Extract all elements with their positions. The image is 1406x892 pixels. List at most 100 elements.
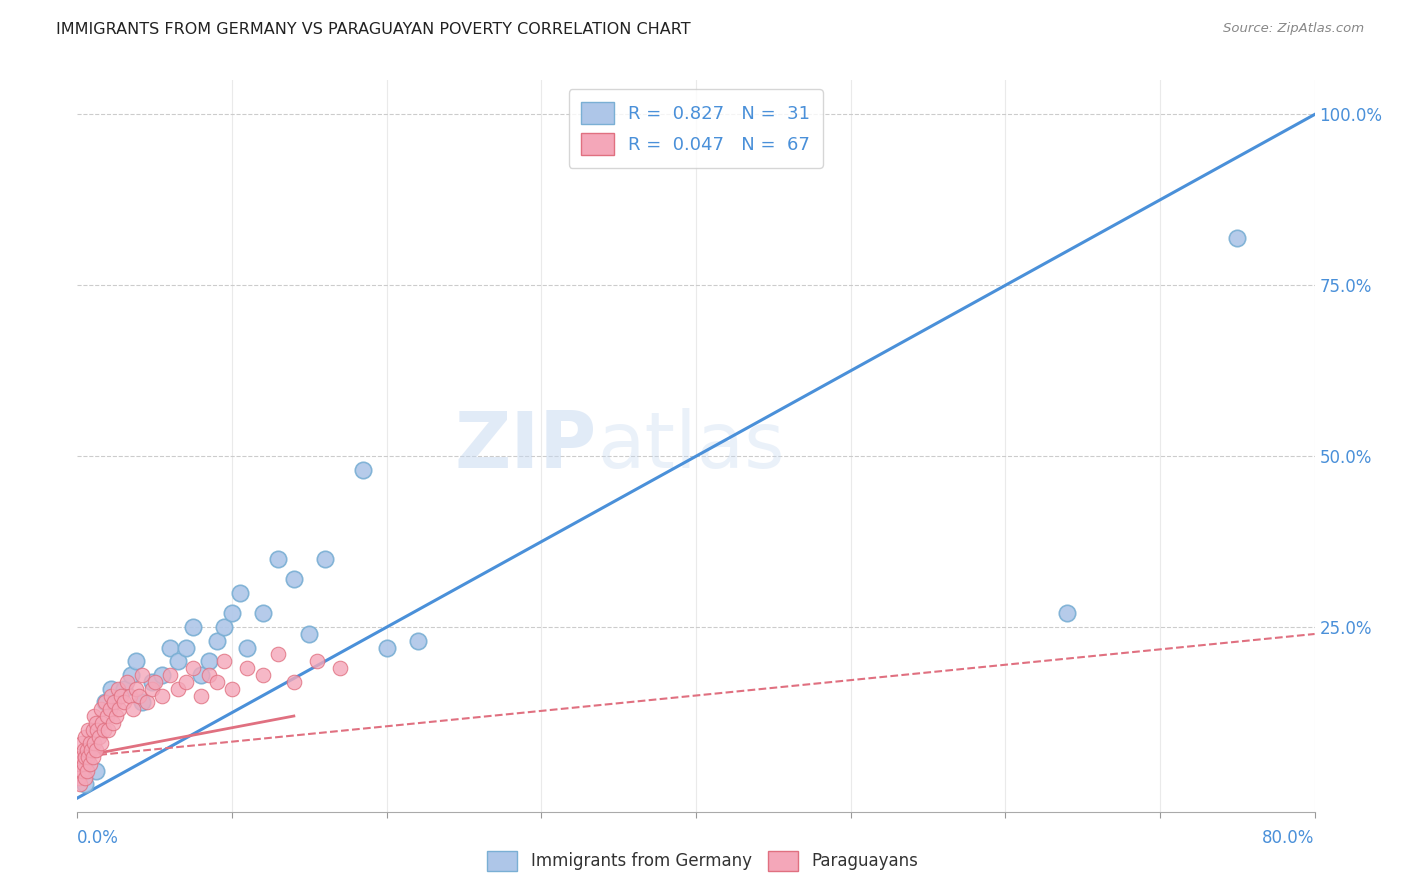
Point — [329, 661, 352, 675]
Text: 0.0%: 0.0% — [77, 829, 120, 847]
Point — [75, 750, 96, 764]
Point — [94, 695, 117, 709]
Point — [77, 750, 100, 764]
Point — [70, 764, 93, 778]
Point — [1226, 230, 1249, 244]
Point — [298, 627, 321, 641]
Point — [112, 681, 135, 696]
Point — [84, 764, 107, 778]
Point — [90, 702, 112, 716]
Point — [91, 715, 114, 730]
Point — [83, 736, 105, 750]
Point — [84, 715, 107, 730]
Point — [83, 709, 105, 723]
Point — [80, 743, 103, 757]
Point — [183, 620, 205, 634]
Point — [375, 640, 398, 655]
Point — [107, 681, 129, 696]
Point — [86, 723, 108, 737]
Point — [205, 674, 228, 689]
Point — [131, 668, 153, 682]
Point — [69, 777, 91, 791]
Point — [97, 723, 120, 737]
Point — [229, 586, 252, 600]
Point — [141, 681, 163, 696]
Point — [198, 668, 221, 682]
Point — [252, 668, 274, 682]
Point — [267, 551, 290, 566]
Point — [98, 702, 121, 716]
Point — [167, 681, 190, 696]
Point — [198, 654, 221, 668]
Point — [121, 668, 143, 682]
Point — [77, 723, 100, 737]
Text: IMMIGRANTS FROM GERMANY VS PARAGUAYAN POVERTY CORRELATION CHART: IMMIGRANTS FROM GERMANY VS PARAGUAYAN PO… — [56, 22, 690, 37]
Point — [76, 743, 98, 757]
Point — [214, 620, 236, 634]
Point — [82, 750, 104, 764]
Point — [221, 607, 243, 621]
Point — [236, 661, 259, 675]
Point — [143, 674, 166, 689]
Point — [84, 743, 107, 757]
Point — [100, 689, 122, 703]
Point — [110, 689, 132, 703]
Point — [314, 551, 336, 566]
Point — [82, 723, 104, 737]
Point — [190, 689, 212, 703]
Point — [128, 689, 150, 703]
Point — [353, 463, 375, 477]
Point — [141, 674, 163, 689]
Point — [159, 640, 181, 655]
Point — [125, 654, 148, 668]
Point — [131, 695, 153, 709]
Point — [75, 730, 96, 744]
Point — [406, 633, 429, 648]
Point — [105, 709, 128, 723]
Legend: R =  0.827   N =  31, R =  0.047   N =  67: R = 0.827 N = 31, R = 0.047 N = 67 — [569, 89, 823, 168]
Point — [174, 674, 197, 689]
Point — [103, 695, 125, 709]
Point — [115, 674, 138, 689]
Text: atlas: atlas — [598, 408, 785, 484]
Point — [221, 681, 243, 696]
Point — [108, 702, 131, 716]
Point — [205, 633, 228, 648]
Point — [93, 723, 115, 737]
Point — [125, 681, 148, 696]
Point — [152, 668, 174, 682]
Point — [70, 750, 93, 764]
Point — [152, 689, 174, 703]
Point — [72, 756, 94, 771]
Point — [90, 736, 112, 750]
Point — [101, 715, 124, 730]
Point — [75, 777, 96, 791]
Point — [118, 689, 141, 703]
Point — [87, 730, 110, 744]
Text: ZIP: ZIP — [454, 408, 598, 484]
Point — [67, 771, 90, 785]
Point — [136, 695, 159, 709]
Point — [159, 668, 181, 682]
Point — [1056, 607, 1078, 621]
Point — [283, 572, 305, 586]
Point — [75, 771, 96, 785]
Point — [112, 695, 135, 709]
Legend: Immigrants from Germany, Paraguayans: Immigrants from Germany, Paraguayans — [479, 842, 927, 880]
Point — [183, 661, 205, 675]
Point — [100, 681, 122, 696]
Point — [70, 736, 93, 750]
Point — [214, 654, 236, 668]
Point — [79, 756, 101, 771]
Point — [76, 764, 98, 778]
Text: 80.0%: 80.0% — [1263, 829, 1315, 847]
Text: Source: ZipAtlas.com: Source: ZipAtlas.com — [1223, 22, 1364, 36]
Point — [96, 709, 118, 723]
Point — [252, 607, 274, 621]
Point — [267, 648, 290, 662]
Point — [79, 736, 101, 750]
Point — [69, 756, 91, 771]
Point — [307, 654, 329, 668]
Point — [122, 702, 145, 716]
Point — [283, 674, 305, 689]
